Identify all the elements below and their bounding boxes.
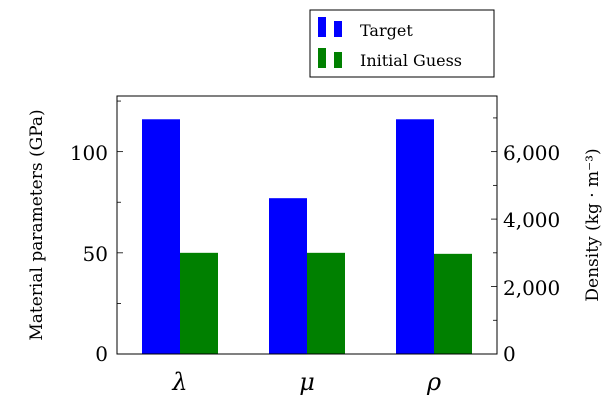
x-tick-label-lambda: λ (171, 368, 187, 396)
y2-axis-title: Density (kg · m⁻³) (583, 148, 603, 301)
bar-initial-guess-lambda (180, 252, 218, 354)
x-tick-label-rho: ρ (426, 368, 441, 396)
bar-initial-guess-mu (307, 252, 345, 354)
bar-target-rho (396, 119, 434, 354)
bar-target-lambda (142, 119, 180, 354)
y-tick-label-100: 100 (70, 141, 108, 165)
y2-tick-label-6000: 6,000 (503, 141, 560, 165)
plot-frame (116, 95, 498, 355)
legend-label-initial-guess: Initial Guess (360, 51, 462, 70)
y-axis-title: Material parameters (GPa) (27, 109, 47, 340)
legend-label-target: Target (360, 21, 413, 40)
y2-tick-label-2000: 2,000 (503, 276, 560, 300)
y2-tick-label-0: 0 (503, 342, 516, 366)
bars (142, 119, 472, 354)
legend-swatch-initial-guess (318, 48, 342, 68)
y-tick-label-0: 0 (95, 342, 108, 366)
legend-swatch-target (318, 17, 342, 37)
legend: Target Initial Guess (309, 9, 495, 78)
axis-ticks (117, 100, 497, 355)
x-tick-label-mu: μ (299, 368, 315, 396)
bar-target-mu (269, 198, 307, 354)
y-tick-label-50: 50 (83, 242, 108, 266)
y2-tick-label-4000: 4,000 (503, 208, 560, 232)
bar-initial-guess-rho (434, 253, 472, 354)
